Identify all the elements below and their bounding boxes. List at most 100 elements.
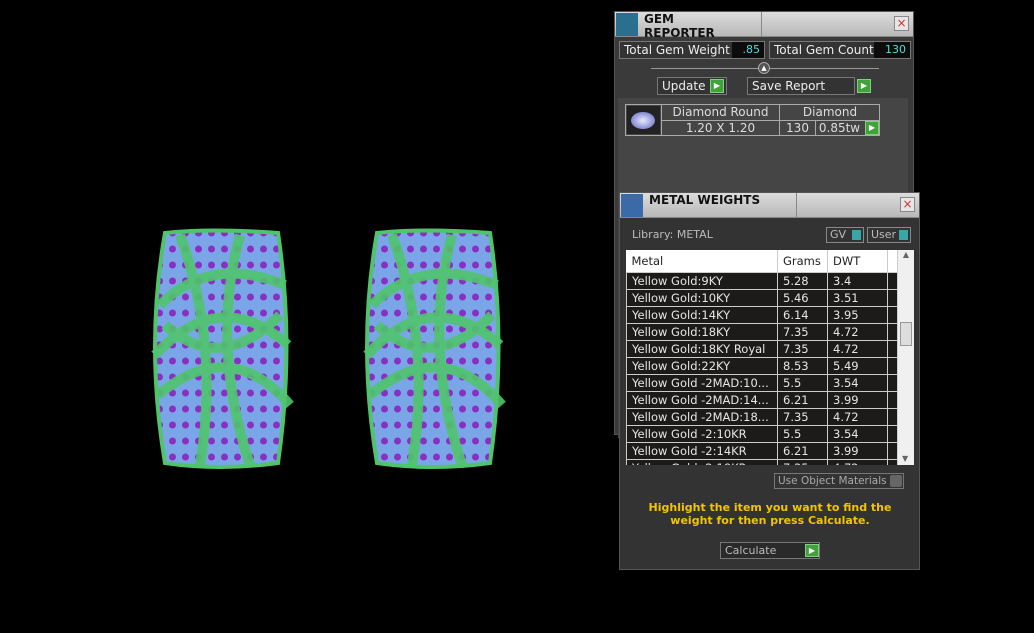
scroll-up-icon[interactable]: ▲ <box>902 250 910 259</box>
dwt-value: 3.4 <box>827 271 888 290</box>
metal-name: Yellow Gold:18KY Royal <box>626 339 778 358</box>
user-toggle[interactable]: User <box>867 227 911 243</box>
total-gem-weight-value: .85 <box>732 42 764 58</box>
use-object-materials-toggle[interactable]: Use Object Materials <box>774 473 904 489</box>
table-row[interactable]: Yellow Gold -2MAD:10... 5.5 3.54 <box>626 373 898 392</box>
gem-row[interactable]: Diamond Round 1.20 X 1.20 Diamond 130 0.… <box>625 104 880 136</box>
right-earring <box>363 228 506 469</box>
row-spacer <box>887 407 898 426</box>
dwt-value: 3.54 <box>827 424 888 443</box>
metal-name: Yellow Gold:9KY <box>626 271 778 290</box>
grams-value: 5.5 <box>777 424 828 443</box>
column-spacer <box>887 250 898 272</box>
close-icon[interactable]: × <box>900 197 915 212</box>
column-grams[interactable]: Grams <box>777 250 828 272</box>
table-row[interactable]: Yellow Gold:14KY 6.14 3.95 <box>626 305 898 324</box>
column-metal[interactable]: Metal <box>626 250 778 272</box>
panel-title: METAL WEIGHTS <box>649 193 797 217</box>
earring-model-viewport[interactable] <box>140 225 520 480</box>
metal-name: Yellow Gold:14KY <box>626 305 778 324</box>
metal-name: Yellow Gold -2MAD:18... <box>626 407 778 426</box>
play-icon[interactable]: ▶ <box>805 544 819 557</box>
dwt-value: 3.54 <box>827 373 888 392</box>
metal-name: Yellow Gold -2:18KR <box>626 458 778 465</box>
row-spacer <box>887 339 898 358</box>
row-spacer <box>887 390 898 409</box>
scroll-thumb[interactable] <box>900 322 912 346</box>
play-icon[interactable]: ▶ <box>710 79 724 93</box>
grams-value: 8.53 <box>777 356 828 375</box>
grams-value: 5.46 <box>777 288 828 307</box>
gem-weight: 0.85tw <box>815 121 863 136</box>
metal-name: Yellow Gold:10KY <box>626 288 778 307</box>
library-label: Library: METAL <box>632 228 713 241</box>
row-spacer <box>887 356 898 375</box>
dwt-value: 3.99 <box>827 441 888 460</box>
column-dwt[interactable]: DWT <box>827 250 888 272</box>
row-spacer <box>887 305 898 324</box>
user-label: User <box>871 228 897 241</box>
table-row[interactable]: Yellow Gold:9KY 5.28 3.4 <box>626 271 898 290</box>
grams-value: 5.28 <box>777 271 828 290</box>
gem-type: Diamond <box>779 105 880 121</box>
metal-name: Yellow Gold -2MAD:14... <box>626 390 778 409</box>
use-object-materials-label: Use Object Materials <box>778 475 887 487</box>
metal-name: Yellow Gold -2MAD:10... <box>626 373 778 392</box>
grams-value: 6.14 <box>777 305 828 324</box>
table-row[interactable]: Yellow Gold:18KY 7.35 4.72 <box>626 322 898 341</box>
table-row[interactable]: Yellow Gold -2MAD:14... 6.21 3.99 <box>626 390 898 409</box>
grams-value: 7.35 <box>777 339 828 358</box>
dwt-value: 4.72 <box>827 458 888 465</box>
metal-name: Yellow Gold:22KY <box>626 356 778 375</box>
row-spacer <box>887 441 898 460</box>
table-row[interactable]: Yellow Gold -2:18KR7.354.72 <box>626 458 898 465</box>
dwt-value: 4.72 <box>827 339 888 358</box>
play-icon[interactable]: ▶ <box>857 79 871 93</box>
row-spacer <box>887 424 898 443</box>
dwt-value: 3.99 <box>827 390 888 409</box>
collapse-toggle[interactable]: ▲ <box>758 62 770 74</box>
gem-count: 130 <box>779 121 815 136</box>
close-icon[interactable]: × <box>894 16 909 31</box>
dwt-value: 4.72 <box>827 407 888 426</box>
calculate-button[interactable]: Calculate <box>720 542 820 559</box>
scroll-down-icon[interactable]: ▼ <box>902 454 909 463</box>
metal-weights-panel: METAL WEIGHTS × Library: METAL GV User M… <box>619 192 920 570</box>
gem-reporter-titlebar[interactable]: GEM REPORTER × <box>615 12 913 40</box>
grams-value: 7.35 <box>777 458 828 465</box>
gv-toggle[interactable]: GV <box>826 227 864 243</box>
gem-name: Diamond Round <box>661 105 779 121</box>
scrollbar[interactable]: ▲ ▼ <box>898 250 914 465</box>
table-row[interactable]: Yellow Gold:22KY 8.53 5.49 <box>626 356 898 375</box>
update-button[interactable]: Update <box>657 77 727 95</box>
hint-text: Highlight the item you want to find the … <box>648 501 892 527</box>
row-spacer <box>887 458 898 465</box>
table-row[interactable]: Yellow Gold:18KY Royal 7.35 4.72 <box>626 339 898 358</box>
gem-size: 1.20 X 1.20 <box>661 121 779 136</box>
table-header: Metal Grams DWT <box>626 250 898 272</box>
metal-table: Metal Grams DWT Yellow Gold:9KY 5.28 3.4 Ye… <box>626 250 914 465</box>
table-row[interactable]: Yellow Gold -2MAD:18... 7.35 4.72 <box>626 407 898 426</box>
metal-weights-titlebar[interactable]: METAL WEIGHTS × <box>620 193 919 218</box>
row-spacer <box>887 288 898 307</box>
diamond-icon <box>627 106 660 134</box>
panel-title: GEM REPORTER <box>644 12 762 40</box>
play-icon[interactable]: ▶ <box>865 121 879 135</box>
table-row[interactable]: Yellow Gold -2:14KR 6.21 3.99 <box>626 441 898 460</box>
metal-name: Yellow Gold -2:10KR <box>626 424 778 443</box>
row-spacer <box>887 271 898 290</box>
row-spacer <box>887 322 898 341</box>
gv-label: GV <box>830 228 847 241</box>
scale-icon <box>621 194 643 217</box>
grams-value: 5.5 <box>777 373 828 392</box>
table-row[interactable]: Yellow Gold:10KY 5.46 3.51 <box>626 288 898 307</box>
grams-value: 7.35 <box>777 407 828 426</box>
dwt-value: 4.72 <box>827 322 888 341</box>
left-earring <box>151 228 294 469</box>
save-report-button[interactable]: Save Report <box>747 77 855 95</box>
grams-value: 6.21 <box>777 441 828 460</box>
total-gem-count-value: 130 <box>874 42 910 58</box>
gem-reporter-icon <box>616 13 638 36</box>
table-row[interactable]: Yellow Gold -2:10KR 5.5 3.54 <box>626 424 898 443</box>
dwt-value: 3.95 <box>827 305 888 324</box>
